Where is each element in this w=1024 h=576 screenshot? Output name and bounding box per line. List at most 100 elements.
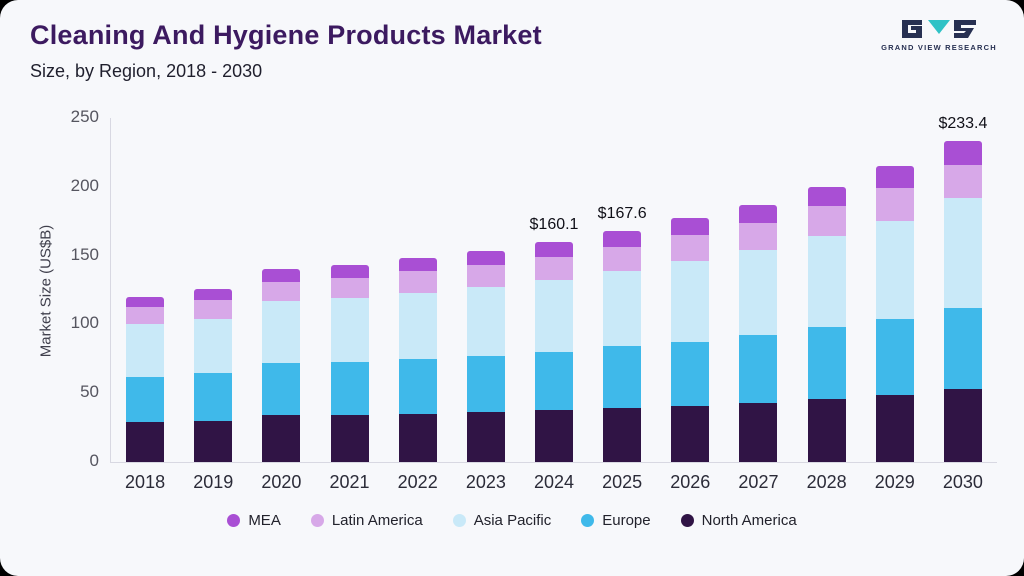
bar-segment-latin-america[interactable] bbox=[262, 281, 301, 302]
bar-segment-europe[interactable] bbox=[330, 361, 369, 416]
bar-segment-north-america[interactable] bbox=[807, 398, 846, 462]
bar-segment-latin-america[interactable] bbox=[466, 265, 505, 288]
x-axis-label: 2023 bbox=[465, 472, 506, 492]
bar-segment-latin-america[interactable] bbox=[535, 256, 573, 281]
grand-view-research-logo: GRAND VIEW RESEARCH bbox=[880, 18, 998, 52]
bar-segment-asia-pacific[interactable] bbox=[126, 324, 165, 377]
bar-segment-latin-america[interactable] bbox=[739, 222, 778, 251]
x-axis-label: 2029 bbox=[874, 472, 915, 492]
bar-segment-europe[interactable] bbox=[262, 362, 301, 416]
logo-text: GRAND VIEW RESEARCH bbox=[881, 43, 997, 52]
legend-item-latin-america[interactable]: Latin America bbox=[310, 512, 423, 529]
bar-segment-mea[interactable] bbox=[671, 218, 710, 235]
bar-segment-asia-pacific[interactable] bbox=[466, 287, 505, 357]
bar-segment-europe[interactable] bbox=[671, 342, 710, 406]
bar-segment-mea[interactable] bbox=[194, 288, 233, 300]
bar-segment-north-america[interactable] bbox=[330, 415, 369, 462]
bar-segment-latin-america[interactable] bbox=[330, 277, 369, 299]
bar-segment-mea[interactable] bbox=[535, 241, 573, 257]
legend-item-north-america[interactable]: North America bbox=[680, 512, 797, 529]
chart-legend: MEA Latin America Asia Pacific Europe North … bbox=[0, 512, 1024, 529]
bar-segment-asia-pacific[interactable] bbox=[535, 280, 573, 352]
chart-subtitle: Size, by Region, 2018 - 2030 bbox=[30, 61, 263, 81]
bar-segment-north-america[interactable] bbox=[126, 422, 165, 462]
bar-segment-latin-america[interactable] bbox=[943, 164, 982, 198]
legend-dot-icon bbox=[581, 514, 595, 527]
bar-segment-north-america[interactable] bbox=[535, 409, 573, 462]
y-axis-tick-label: 200 bbox=[70, 175, 99, 195]
bar-segment-europe[interactable] bbox=[535, 351, 573, 410]
chart-title: Cleaning And Hygiene Products Market bbox=[30, 20, 542, 50]
bar-segment-europe[interactable] bbox=[943, 307, 982, 390]
bar-segment-europe[interactable] bbox=[603, 346, 642, 409]
bar-segment-mea[interactable] bbox=[739, 204, 778, 223]
legend-dot-icon bbox=[310, 514, 324, 527]
bar-segment-europe[interactable] bbox=[875, 318, 914, 395]
x-axis-label: 2020 bbox=[261, 472, 302, 492]
x-axis-label: 2027 bbox=[738, 472, 779, 492]
x-axis-label: 2018 bbox=[125, 472, 166, 492]
bar-segment-north-america[interactable] bbox=[739, 402, 778, 462]
bar-segment-mea[interactable] bbox=[875, 166, 914, 189]
bar-segment-north-america[interactable] bbox=[671, 405, 710, 462]
bar-segment-latin-america[interactable] bbox=[875, 188, 914, 222]
bar-segment-latin-america[interactable] bbox=[603, 247, 642, 271]
x-axis-label: 2028 bbox=[806, 472, 847, 492]
bar-segment-asia-pacific[interactable] bbox=[875, 221, 914, 319]
bar-segment-asia-pacific[interactable] bbox=[943, 197, 982, 308]
bar-segment-mea[interactable] bbox=[807, 186, 846, 207]
bar-segment-north-america[interactable] bbox=[466, 412, 505, 462]
bar-segment-asia-pacific[interactable] bbox=[739, 250, 778, 336]
bar-segment-mea[interactable] bbox=[398, 258, 437, 271]
bar-segment-asia-pacific[interactable] bbox=[398, 292, 437, 359]
bar-total-label: $233.4 bbox=[938, 114, 988, 132]
bar-segment-mea[interactable] bbox=[262, 269, 301, 282]
bar-segment-mea[interactable] bbox=[126, 296, 165, 307]
bar-segment-mea[interactable] bbox=[943, 140, 982, 165]
bar-segment-asia-pacific[interactable] bbox=[603, 270, 642, 347]
bar-segment-asia-pacific[interactable] bbox=[671, 261, 710, 343]
legend-item-asia-pacific[interactable]: Asia Pacific bbox=[452, 512, 552, 529]
legend-dot-icon bbox=[680, 514, 694, 527]
bar-segment-europe[interactable] bbox=[398, 358, 437, 414]
bar-segment-europe[interactable] bbox=[739, 335, 778, 403]
bar-segment-latin-america[interactable] bbox=[126, 306, 165, 325]
bar-total-label: $167.6 bbox=[597, 205, 647, 223]
x-axis-label: 2025 bbox=[602, 472, 643, 492]
legend-label: North America bbox=[701, 512, 797, 529]
legend-item-mea[interactable]: MEA bbox=[227, 512, 281, 529]
bar-segment-latin-america[interactable] bbox=[194, 299, 233, 319]
bar-segment-north-america[interactable] bbox=[262, 415, 301, 462]
bar-segment-north-america[interactable] bbox=[603, 408, 642, 462]
x-axis-label: 2024 bbox=[533, 472, 575, 492]
bar-segment-asia-pacific[interactable] bbox=[807, 236, 846, 328]
bar-segment-europe[interactable] bbox=[194, 372, 233, 421]
bar-segment-europe[interactable] bbox=[807, 327, 846, 399]
legend-label: Asia Pacific bbox=[473, 512, 552, 529]
x-axis-label: 2022 bbox=[397, 472, 438, 492]
legend-item-europe[interactable]: Europe bbox=[581, 512, 651, 529]
bar-segment-latin-america[interactable] bbox=[398, 270, 437, 293]
bar-segment-north-america[interactable] bbox=[943, 389, 982, 462]
y-axis-tick-label: 0 bbox=[89, 451, 99, 470]
bar-segment-north-america[interactable] bbox=[398, 413, 437, 462]
bar-segment-europe[interactable] bbox=[466, 356, 505, 413]
bar-segment-asia-pacific[interactable] bbox=[330, 298, 369, 362]
y-axis-tick-label: 100 bbox=[70, 313, 99, 333]
bar-segment-asia-pacific[interactable] bbox=[194, 318, 233, 373]
bar-segment-mea[interactable] bbox=[330, 265, 369, 278]
x-axis-label: 2019 bbox=[193, 472, 234, 492]
bar-segment-europe[interactable] bbox=[126, 376, 165, 423]
legend-label: Latin America bbox=[331, 512, 423, 529]
bar-segment-north-america[interactable] bbox=[875, 394, 914, 462]
bar-segment-latin-america[interactable] bbox=[807, 206, 846, 237]
y-axis-tick-label: 50 bbox=[80, 382, 99, 402]
bar-segment-mea[interactable] bbox=[466, 251, 505, 266]
legend-label: Europe bbox=[602, 512, 651, 529]
bar-segment-mea[interactable] bbox=[603, 231, 642, 248]
bar-segment-latin-america[interactable] bbox=[671, 234, 710, 262]
bar-segment-asia-pacific[interactable] bbox=[262, 301, 301, 363]
logo-mark-icon bbox=[902, 20, 976, 38]
legend-dot-icon bbox=[227, 514, 241, 527]
bar-segment-north-america[interactable] bbox=[194, 420, 233, 462]
